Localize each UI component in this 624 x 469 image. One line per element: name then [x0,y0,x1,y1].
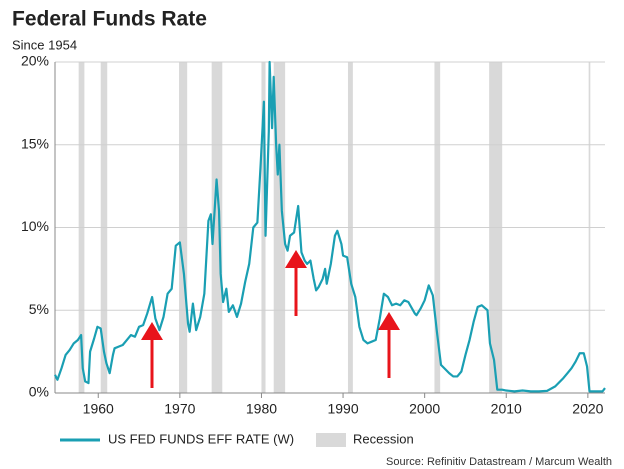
legend-recession-swatch [316,433,346,447]
legend-label: US FED FUNDS EFF RATE (W) [108,431,294,446]
x-tick-label: 1980 [246,401,277,417]
arrow-head [285,250,307,268]
y-tick-label: 5% [29,301,49,317]
x-tick-label: 2010 [491,401,522,417]
chart-subtitle: Since 1954 [12,37,77,52]
x-tick-label: 2000 [409,401,440,417]
source: Source: Refinitiv Datastream / Marcum We… [386,456,612,468]
x-tick-label: 1970 [164,401,195,417]
x-tick-label: 1990 [327,401,358,417]
chart-title: Federal Funds Rate [12,8,207,31]
y-tick-label: 15% [21,135,49,151]
arrow-head [378,312,400,330]
legend-label: Recession [353,431,414,446]
arrow-head [141,322,163,340]
data-line [54,60,606,393]
plot-area: 0% 5% 10% 15% 20% 1960 1970 1980 1990 2000 2010 202… [21,53,606,417]
y-tick-label: 0% [29,384,49,400]
arrows [141,250,400,388]
x-tick-label: 1960 [83,401,114,417]
y-tick-label: 20% [21,53,49,69]
y-tick-label: 10% [21,218,49,234]
x-tick-label: 2020 [572,401,603,417]
